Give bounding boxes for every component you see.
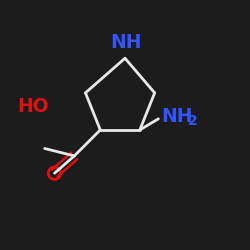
- Text: HO: HO: [18, 97, 49, 116]
- Text: NH: NH: [110, 33, 142, 52]
- Text: 2: 2: [188, 114, 198, 128]
- Text: NH: NH: [161, 107, 192, 126]
